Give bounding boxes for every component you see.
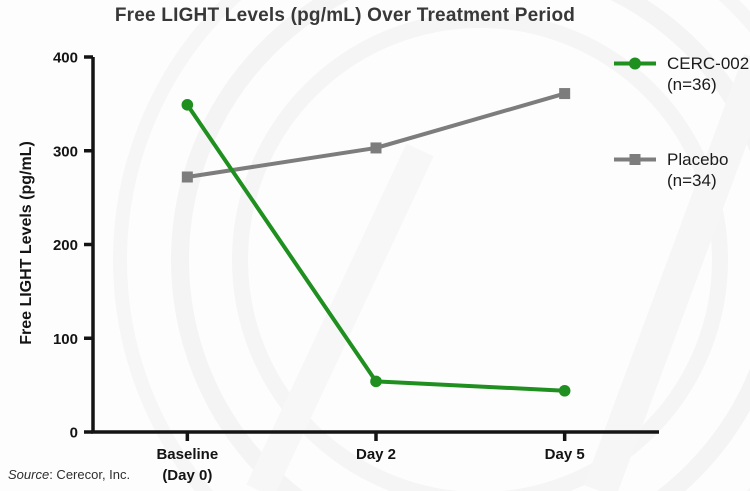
y-axis-title: Free LIGHT Levels (pg/mL) xyxy=(18,141,35,345)
data-point-cerc-002 xyxy=(181,99,194,111)
legend-label-cerc-002: CERC-002 xyxy=(667,54,750,73)
x-tick-label: (Day 0) xyxy=(162,467,212,484)
legend-sublabel-cerc-002: (n=36) xyxy=(667,75,717,94)
y-tick-label: 200 xyxy=(53,237,78,254)
source-text: : Cerecor, Inc. xyxy=(49,467,131,482)
chart-title: Free LIGHT Levels (pg/mL) Over Treatment… xyxy=(114,5,576,26)
legend-entry-cerc-002: CERC-002 (n=36) xyxy=(612,53,749,95)
y-tick-label: 100 xyxy=(53,331,78,348)
source-label: Source xyxy=(8,467,50,482)
source-note: Source: Cerecor, Inc. xyxy=(8,467,130,482)
data-point-cerc-002 xyxy=(370,375,382,388)
x-tick-label: Day 5 xyxy=(545,446,585,463)
y-tick-label: 400 xyxy=(53,50,78,67)
cerc-002-line-circle-marker-icon xyxy=(614,57,656,70)
x-tick-label: Day 2 xyxy=(356,446,396,463)
y-tick-label: 0 xyxy=(70,425,78,442)
data-point-placebo xyxy=(370,142,382,154)
legend-entry-placebo: Placebo (n=34) xyxy=(612,149,728,191)
y-tick-label: 300 xyxy=(53,143,78,160)
x-tick-label: Baseline xyxy=(156,446,218,463)
data-point-placebo xyxy=(181,171,193,183)
legend-label-placebo: Placebo xyxy=(667,150,729,169)
data-point-cerc-002 xyxy=(558,384,571,397)
placebo-line-square-marker-icon xyxy=(614,154,656,165)
data-point-placebo xyxy=(559,88,571,100)
series-line-placebo xyxy=(187,91,566,179)
legend-sublabel-placebo: (n=34) xyxy=(667,171,717,190)
